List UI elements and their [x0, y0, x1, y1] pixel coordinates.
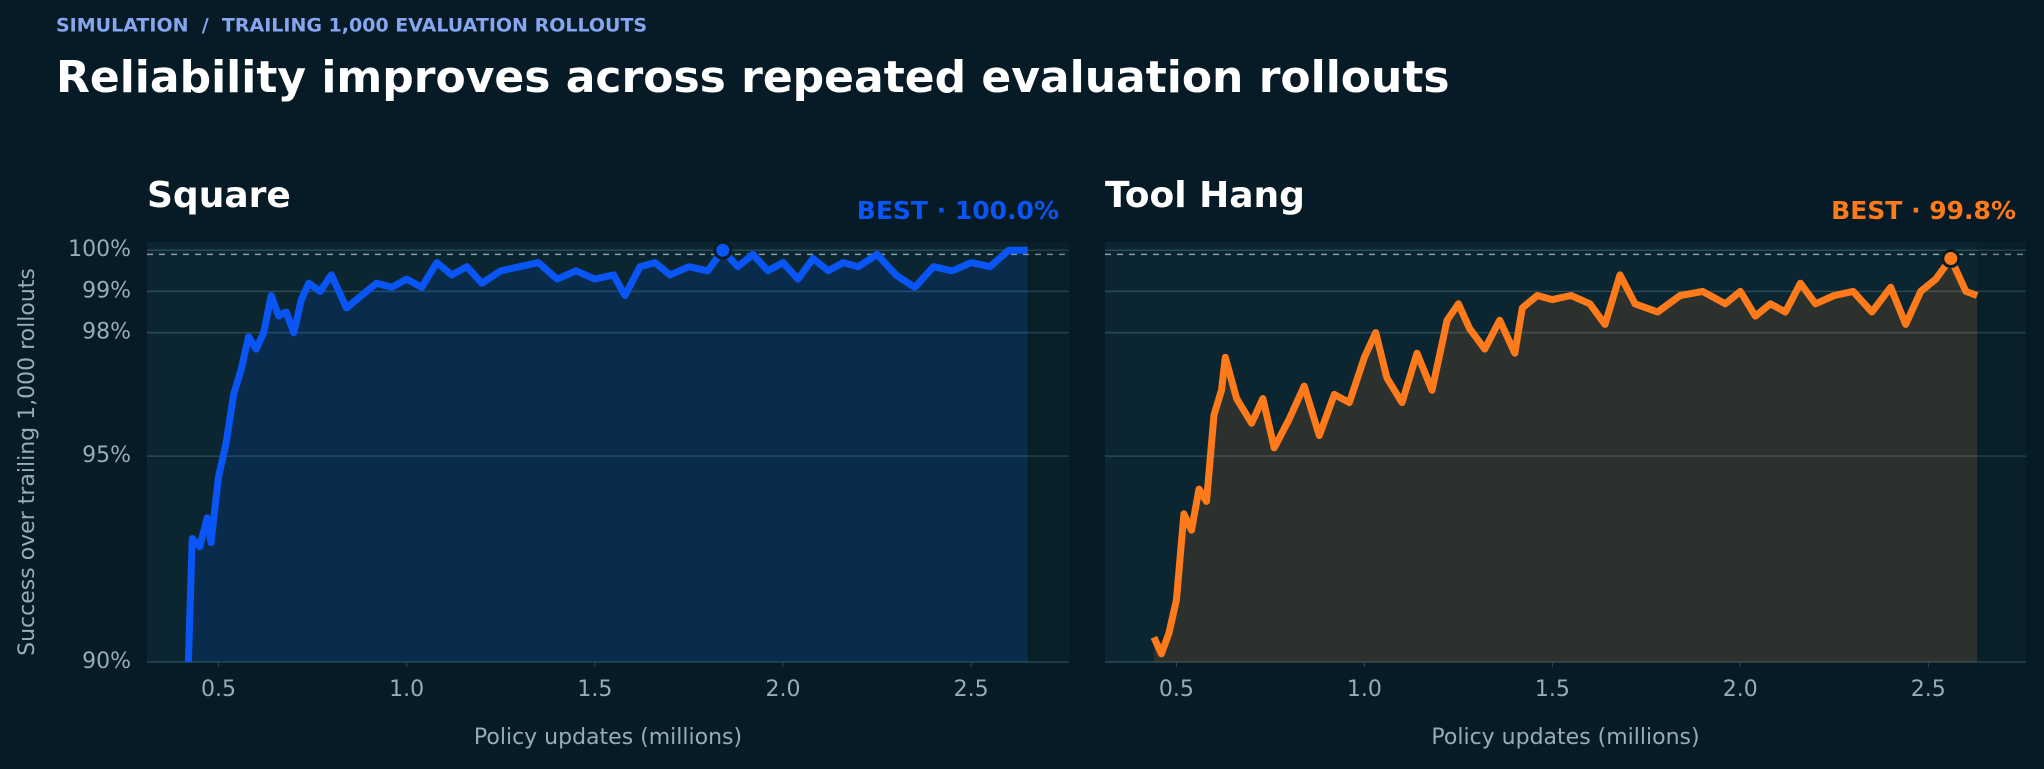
x-axis-label: Policy updates (millions): [474, 725, 742, 750]
x-tick-label: 2.0: [765, 677, 800, 702]
y-tick-label: 98%: [82, 320, 131, 345]
panel-title: Square: [147, 175, 291, 216]
x-axis-label: Policy updates (millions): [1431, 725, 1699, 750]
x-tick-label: 1.5: [577, 677, 612, 702]
area: [188, 250, 1028, 662]
best-label: BEST · 100.0%: [857, 196, 1059, 225]
panel-title: Tool Hang: [1105, 175, 1305, 216]
y-tick-label: 95%: [82, 443, 131, 468]
best-label: BEST · 99.8%: [1831, 196, 2016, 225]
kicker: SIMULATION / TRAILING 1,000 EVALUATION R…: [56, 15, 647, 37]
x-tick-label: 2.0: [1723, 677, 1758, 702]
line: [1150, 255, 1979, 658]
x-tick-label: 1.0: [1347, 677, 1382, 702]
unobserved-region: [1977, 242, 2026, 662]
best-marker: [1941, 248, 1961, 268]
unobserved-region: [1027, 242, 1069, 662]
x-tick-label: 1.5: [1535, 677, 1570, 702]
y-tick-label: 100%: [68, 237, 131, 262]
x-tick-label: 0.5: [1159, 677, 1194, 702]
page-title: Reliability improves across repeated eva…: [56, 52, 1450, 103]
x-tick-label: 0.5: [201, 677, 236, 702]
area: [1153, 258, 1978, 662]
line: [184, 246, 1028, 663]
y-tick-label: 90%: [82, 649, 131, 674]
y-axis-label: Success over trailing 1,000 rollouts: [15, 268, 40, 656]
x-tick-label: 2.5: [954, 677, 989, 702]
best-marker: [713, 240, 733, 260]
y-tick-label: 99%: [82, 278, 131, 303]
x-tick-label: 1.0: [389, 677, 424, 702]
x-tick-label: 2.5: [1911, 677, 1946, 702]
